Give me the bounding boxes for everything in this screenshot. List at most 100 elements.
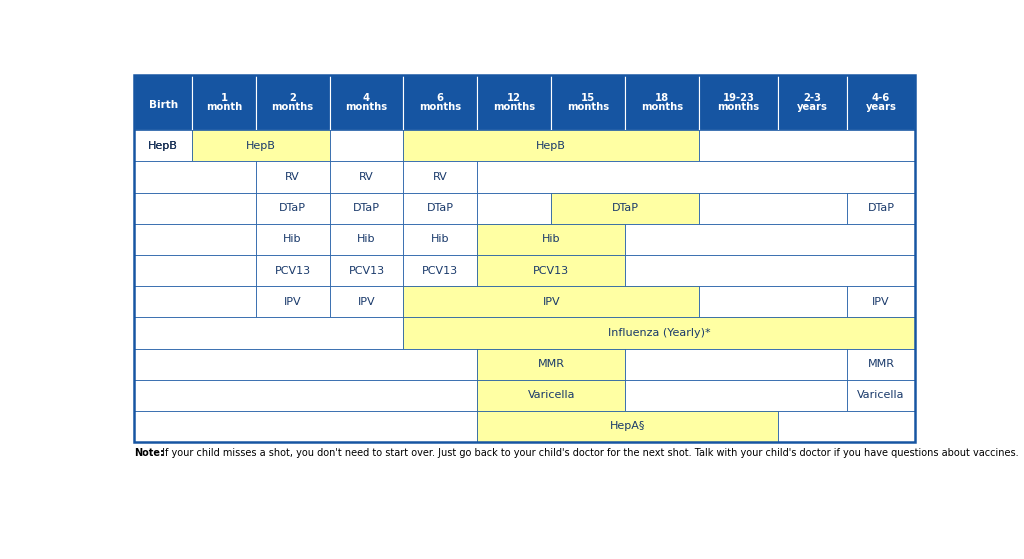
Bar [403,255,477,286]
Bar [625,224,915,255]
Bar [778,411,847,442]
Bar [134,348,477,380]
Bar [193,286,256,318]
Text: PCV13: PCV13 [274,266,310,276]
Text: Hib: Hib [284,234,302,244]
Text: HepA§: HepA§ [610,421,645,432]
Bar [847,411,915,442]
Text: 4: 4 [362,93,370,103]
Bar [403,162,477,193]
Bar [625,318,699,348]
Text: Hib: Hib [357,234,376,244]
Bar [625,255,915,286]
Text: HepB: HepB [246,141,275,151]
Bar [477,348,625,380]
Bar [625,348,699,380]
Bar [330,224,403,255]
Bar [256,224,330,255]
Bar [778,130,847,162]
Bar [256,286,330,318]
Bar [330,162,403,193]
Bar [403,286,699,318]
Bar [847,286,915,318]
Bar [403,193,477,224]
Bar [193,318,256,348]
Text: IPV: IPV [872,297,890,307]
Text: 18: 18 [655,93,669,103]
Bar [625,224,699,255]
Bar [134,224,193,255]
Bar [847,193,915,224]
Bar [847,130,915,162]
Bar [778,75,847,130]
Text: DTaP: DTaP [867,203,895,213]
Bar [256,255,330,286]
Bar [699,380,778,411]
Bar [699,130,915,162]
Text: IPV: IPV [543,297,560,307]
Bar [477,130,551,162]
Text: 15: 15 [581,93,595,103]
Bar [477,380,551,411]
Bar [193,162,256,193]
Bar [134,255,256,286]
Bar [403,193,477,224]
Bar [330,348,403,380]
Bar [847,380,915,411]
Text: 19-23: 19-23 [723,93,755,103]
Text: Birth: Birth [148,100,178,110]
Bar [477,193,551,224]
Bar [403,130,699,162]
Bar [778,224,847,255]
Text: DTaP: DTaP [280,203,306,213]
Text: Varicella: Varicella [857,390,905,400]
Text: DTaP: DTaP [611,203,639,213]
Bar [625,286,699,318]
Bar [256,130,330,162]
Bar [134,75,193,130]
Bar [403,75,477,130]
Bar [256,75,330,130]
Bar [193,380,256,411]
Bar [699,286,778,318]
Bar [330,255,403,286]
Bar [134,286,193,318]
Bar [134,162,193,193]
Bar [699,286,847,318]
Bar [847,193,915,224]
Bar [134,348,193,380]
Bar [625,130,699,162]
Bar [193,348,256,380]
Bar [778,411,915,442]
Bar [256,162,330,193]
Bar [847,75,915,130]
Bar [551,193,699,224]
Bar [551,348,625,380]
Bar [699,318,778,348]
Bar [699,75,778,130]
Bar [477,411,551,442]
Bar [699,255,778,286]
Bar [477,255,551,286]
Bar [193,130,256,162]
Bar [699,130,778,162]
Bar [403,130,477,162]
Text: 2: 2 [289,93,296,103]
Bar [551,318,625,348]
Text: 2-3: 2-3 [804,93,821,103]
Text: months: months [271,102,313,112]
Bar [330,286,403,318]
Text: Hib: Hib [542,234,560,244]
Text: 1: 1 [220,93,227,103]
Bar [477,348,551,380]
Bar [778,380,847,411]
Bar [256,380,330,411]
Bar [477,411,778,442]
Bar [403,286,477,318]
Bar [134,411,193,442]
Bar [403,318,915,348]
Bar [403,255,477,286]
Bar [847,348,915,380]
Bar [193,130,330,162]
Bar [778,255,847,286]
